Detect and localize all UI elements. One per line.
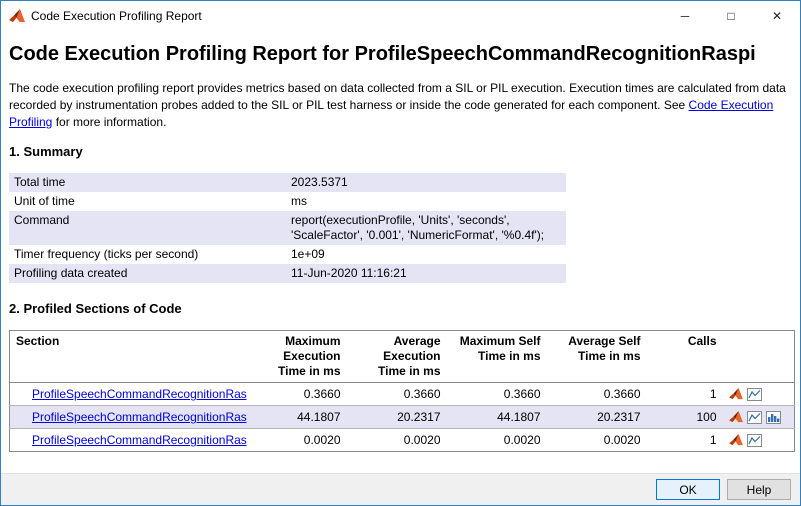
summary-value: 1e+09 <box>291 247 325 262</box>
window-title: Code Execution Profiling Report <box>31 9 202 23</box>
code-execution-profiling-link[interactable]: Code Execution Profiling <box>9 97 774 129</box>
calls-value: 1 <box>646 382 723 406</box>
profiled-sections-table: Section Maximum Execution Time in ms Ave… <box>9 330 795 453</box>
table-row: Total time 2023.5371 <box>9 173 566 193</box>
summary-table: Total time 2023.5371 Unit of time ms Com… <box>9 173 566 284</box>
col-header-avg-self: Average Self Time in ms <box>546 330 647 384</box>
col-header-actions <box>722 330 795 384</box>
summary-label: Command <box>14 213 70 228</box>
table-row: ProfileSpeechCommandRecognitionRaspi 44.… <box>9 405 795 429</box>
max-exec-value: 0.0020 <box>246 428 347 452</box>
intro-text: The code execution profiling report prov… <box>9 80 792 130</box>
histogram-icon[interactable] <box>765 410 781 424</box>
title-bar: Code Execution Profiling Report ─ □ ✕ <box>1 1 800 31</box>
line-plot-icon[interactable] <box>746 433 762 447</box>
minimize-icon[interactable]: ─ <box>680 9 690 23</box>
help-button[interactable]: Help <box>727 479 791 500</box>
calls-value: 1 <box>646 428 723 452</box>
matlab-icon[interactable] <box>728 434 743 446</box>
calls-value: 100 <box>646 405 723 429</box>
dialog-footer: OK Help <box>1 473 800 505</box>
report-content: Code Execution Profiling Report for Prof… <box>1 31 800 473</box>
col-header-avg-exec: Average Execution Time in ms <box>346 330 447 384</box>
table-row: Unit of time ms <box>9 192 566 211</box>
intro-after-link: for more information. <box>52 114 167 129</box>
max-exec-value: 44.1807 <box>246 405 347 429</box>
avg-self-value: 0.3660 <box>546 382 647 406</box>
table-row: Timer frequency (ticks per second) 1e+09 <box>9 245 566 264</box>
avg-self-value: 0.0020 <box>546 428 647 452</box>
summary-label: Profiling data created <box>14 266 128 281</box>
section-link-initialize[interactable]: ProfileSpeechCommandRecognitionRaspi_ini… <box>32 387 247 402</box>
page-title: Code Execution Profiling Report for Prof… <box>9 43 756 65</box>
summary-value: ms <box>291 194 307 209</box>
max-self-value: 0.3660 <box>446 382 547 406</box>
summary-label: Timer frequency (ticks per second) <box>14 247 199 262</box>
summary-label: Total time <box>14 175 66 190</box>
intro-before-link: The code execution profiling report prov… <box>9 81 786 112</box>
definitions-heading: 3. Definitions <box>9 472 792 473</box>
col-header-max-exec: Maximum Execution Time in ms <box>246 330 347 384</box>
matlab-icon[interactable] <box>728 388 743 400</box>
table-header-row: Section Maximum Execution Time in ms Ave… <box>9 330 795 384</box>
max-exec-value: 0.3660 <box>246 382 347 406</box>
max-self-value: 44.1807 <box>446 405 547 429</box>
summary-label: Unit of time <box>14 194 75 209</box>
table-row: Profiling data created 11-Jun-2020 11:16… <box>9 264 566 284</box>
summary-value: 2023.5371 <box>291 175 348 190</box>
summary-value: report(executionProfile, 'Units', 'secon… <box>291 213 545 243</box>
avg-exec-value: 20.2317 <box>346 405 447 429</box>
avg-self-value: 20.2317 <box>546 405 647 429</box>
line-plot-icon[interactable] <box>746 410 762 424</box>
matlab-icon[interactable] <box>728 411 743 423</box>
avg-exec-value: 0.3660 <box>346 382 447 406</box>
summary-value: 11-Jun-2020 11:16:21 <box>291 266 407 281</box>
col-header-max-self: Maximum Self Time in ms <box>446 330 547 384</box>
avg-exec-value: 0.0020 <box>346 428 447 452</box>
matlab-app-icon <box>9 9 25 23</box>
col-header-calls: Calls <box>646 330 723 384</box>
max-self-value: 0.0020 <box>446 428 547 452</box>
line-plot-icon[interactable] <box>746 387 762 401</box>
section-link-main[interactable]: ProfileSpeechCommandRecognitionRaspi <box>32 410 247 425</box>
table-row: ProfileSpeechCommandRecognitionRaspi_ini… <box>9 382 795 406</box>
col-header-section: Section <box>9 330 247 384</box>
window-controls: ─ □ ✕ <box>662 1 800 31</box>
table-row: Command report(executionProfile, 'Units'… <box>9 211 566 246</box>
ok-button[interactable]: OK <box>656 479 720 500</box>
table-row: ProfileSpeechCommandRecognitionRaspi_ter… <box>9 428 795 452</box>
maximize-icon[interactable]: □ <box>727 9 735 23</box>
close-icon[interactable]: ✕ <box>771 9 783 23</box>
profiled-sections-heading: 2. Profiled Sections of Code <box>9 301 182 317</box>
section-link-terminate[interactable]: ProfileSpeechCommandRecognitionRaspi_ter… <box>32 433 247 448</box>
summary-heading: 1. Summary <box>9 144 83 160</box>
